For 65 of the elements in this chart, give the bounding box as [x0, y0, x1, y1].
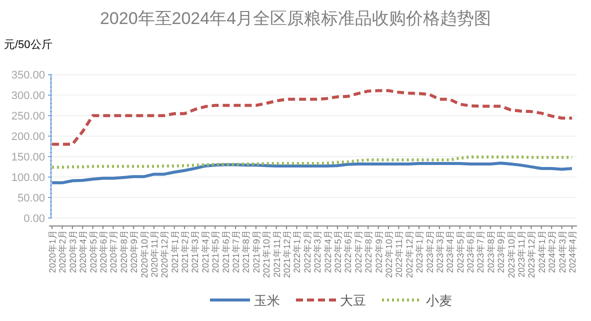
x-tick-label: 2022年8月 [364, 230, 374, 274]
x-tick-label: 2022年2月 [302, 230, 312, 274]
y-tick-label: 200.00 [11, 131, 45, 144]
x-tick-label: 2022年9月 [374, 230, 384, 274]
x-tick-label: 2021年9月 [251, 230, 262, 274]
x-tick-label: 2023年3月 [434, 230, 445, 274]
x-tick-label: 2020年3月 [68, 230, 78, 274]
x-tick-label: 2020年9月 [129, 230, 140, 274]
x-tick-label: 2020年10月 [139, 230, 150, 278]
x-tick-label: 2023年10月 [506, 230, 516, 278]
x-tick-label: 2023年5月 [455, 230, 466, 274]
y-tick-label: 150.00 [11, 152, 45, 164]
x-tick-label: 2020年7月 [108, 230, 119, 274]
y-tick-label: 100.00 [11, 172, 45, 184]
x-tick-label: 2023年4月 [445, 230, 456, 274]
x-tick-label: 2020年6月 [98, 230, 108, 274]
y-axis-title: 元/50公斤 [4, 38, 52, 51]
x-tick-label: 2021年4月 [200, 230, 210, 274]
x-tick-label: 2020年2月 [58, 230, 68, 274]
x-tick-label: 2021年5月 [210, 230, 221, 274]
x-tick-label: 2021年3月 [190, 230, 200, 274]
x-tick-label: 2021年2月 [180, 230, 190, 274]
x-tick-label: 2022年10月 [384, 230, 394, 278]
legend-label: 大豆 [340, 293, 366, 308]
x-tick-label: 2021年12月 [282, 230, 292, 278]
x-tick-label: 2024年2月 [547, 230, 558, 274]
y-tick-label: 50.00 [17, 192, 45, 205]
x-tick-label: 2020年1月 [48, 230, 58, 274]
y-tick-label: 350.00 [11, 70, 45, 82]
x-tick-label: 2022年7月 [353, 230, 364, 274]
x-tick-label: 2020年12月 [160, 230, 170, 278]
x-tick-label: 2020年4月 [78, 230, 88, 274]
x-tick-label: 2023年2月 [424, 230, 435, 274]
x-tick-label: 2022年1月 [292, 230, 302, 274]
x-tick-label: 2023年1月 [414, 230, 425, 274]
x-tick-label: 2022年12月 [404, 230, 414, 278]
x-tick-label: 2023年12月 [526, 230, 537, 278]
x-tick-label: 2022年5月 [332, 230, 343, 274]
x-tick-label: 2020年8月 [118, 230, 129, 274]
x-tick-label: 2022年4月 [322, 230, 333, 274]
x-tick-label: 2023年8月 [486, 230, 496, 274]
y-tick-label: 0.00 [24, 213, 45, 225]
x-tick-label: 2021年8月 [241, 230, 252, 274]
chart-title: 2020年至2024年4月全区原粮标准品收购价格趋势图 [100, 9, 492, 28]
x-tick-label: 2021年1月 [170, 230, 180, 274]
legend-label: 小麦 [426, 293, 452, 308]
x-tick-label: 2021年11月 [272, 230, 282, 278]
x-tick-label: 2022年6月 [343, 230, 354, 274]
x-tick-label: 2021年6月 [220, 230, 231, 274]
y-tick-label: 250.00 [11, 110, 45, 123]
y-tick-label: 300.00 [11, 90, 45, 102]
x-tick-label: 2023年11月 [516, 230, 527, 278]
x-tick-label: 2023年7月 [476, 230, 486, 274]
x-tick-label: 2020年11月 [149, 230, 160, 278]
x-tick-label: 2024年4月 [568, 230, 578, 274]
x-tick-label: 2023年6月 [466, 230, 476, 274]
x-tick-label: 2022年3月 [312, 230, 323, 274]
x-tick-label: 2020年5月 [88, 230, 98, 274]
x-tick-label: 2021年7月 [231, 230, 242, 274]
x-tick-label: 2021年10月 [262, 230, 272, 278]
x-tick-label: 2023年9月 [496, 230, 506, 274]
x-tick-label: 2024年1月 [536, 230, 547, 274]
x-tick-label: 2024年3月 [557, 230, 568, 274]
legend-label: 玉米 [254, 293, 280, 308]
x-tick-label: 2022年11月 [394, 230, 404, 278]
